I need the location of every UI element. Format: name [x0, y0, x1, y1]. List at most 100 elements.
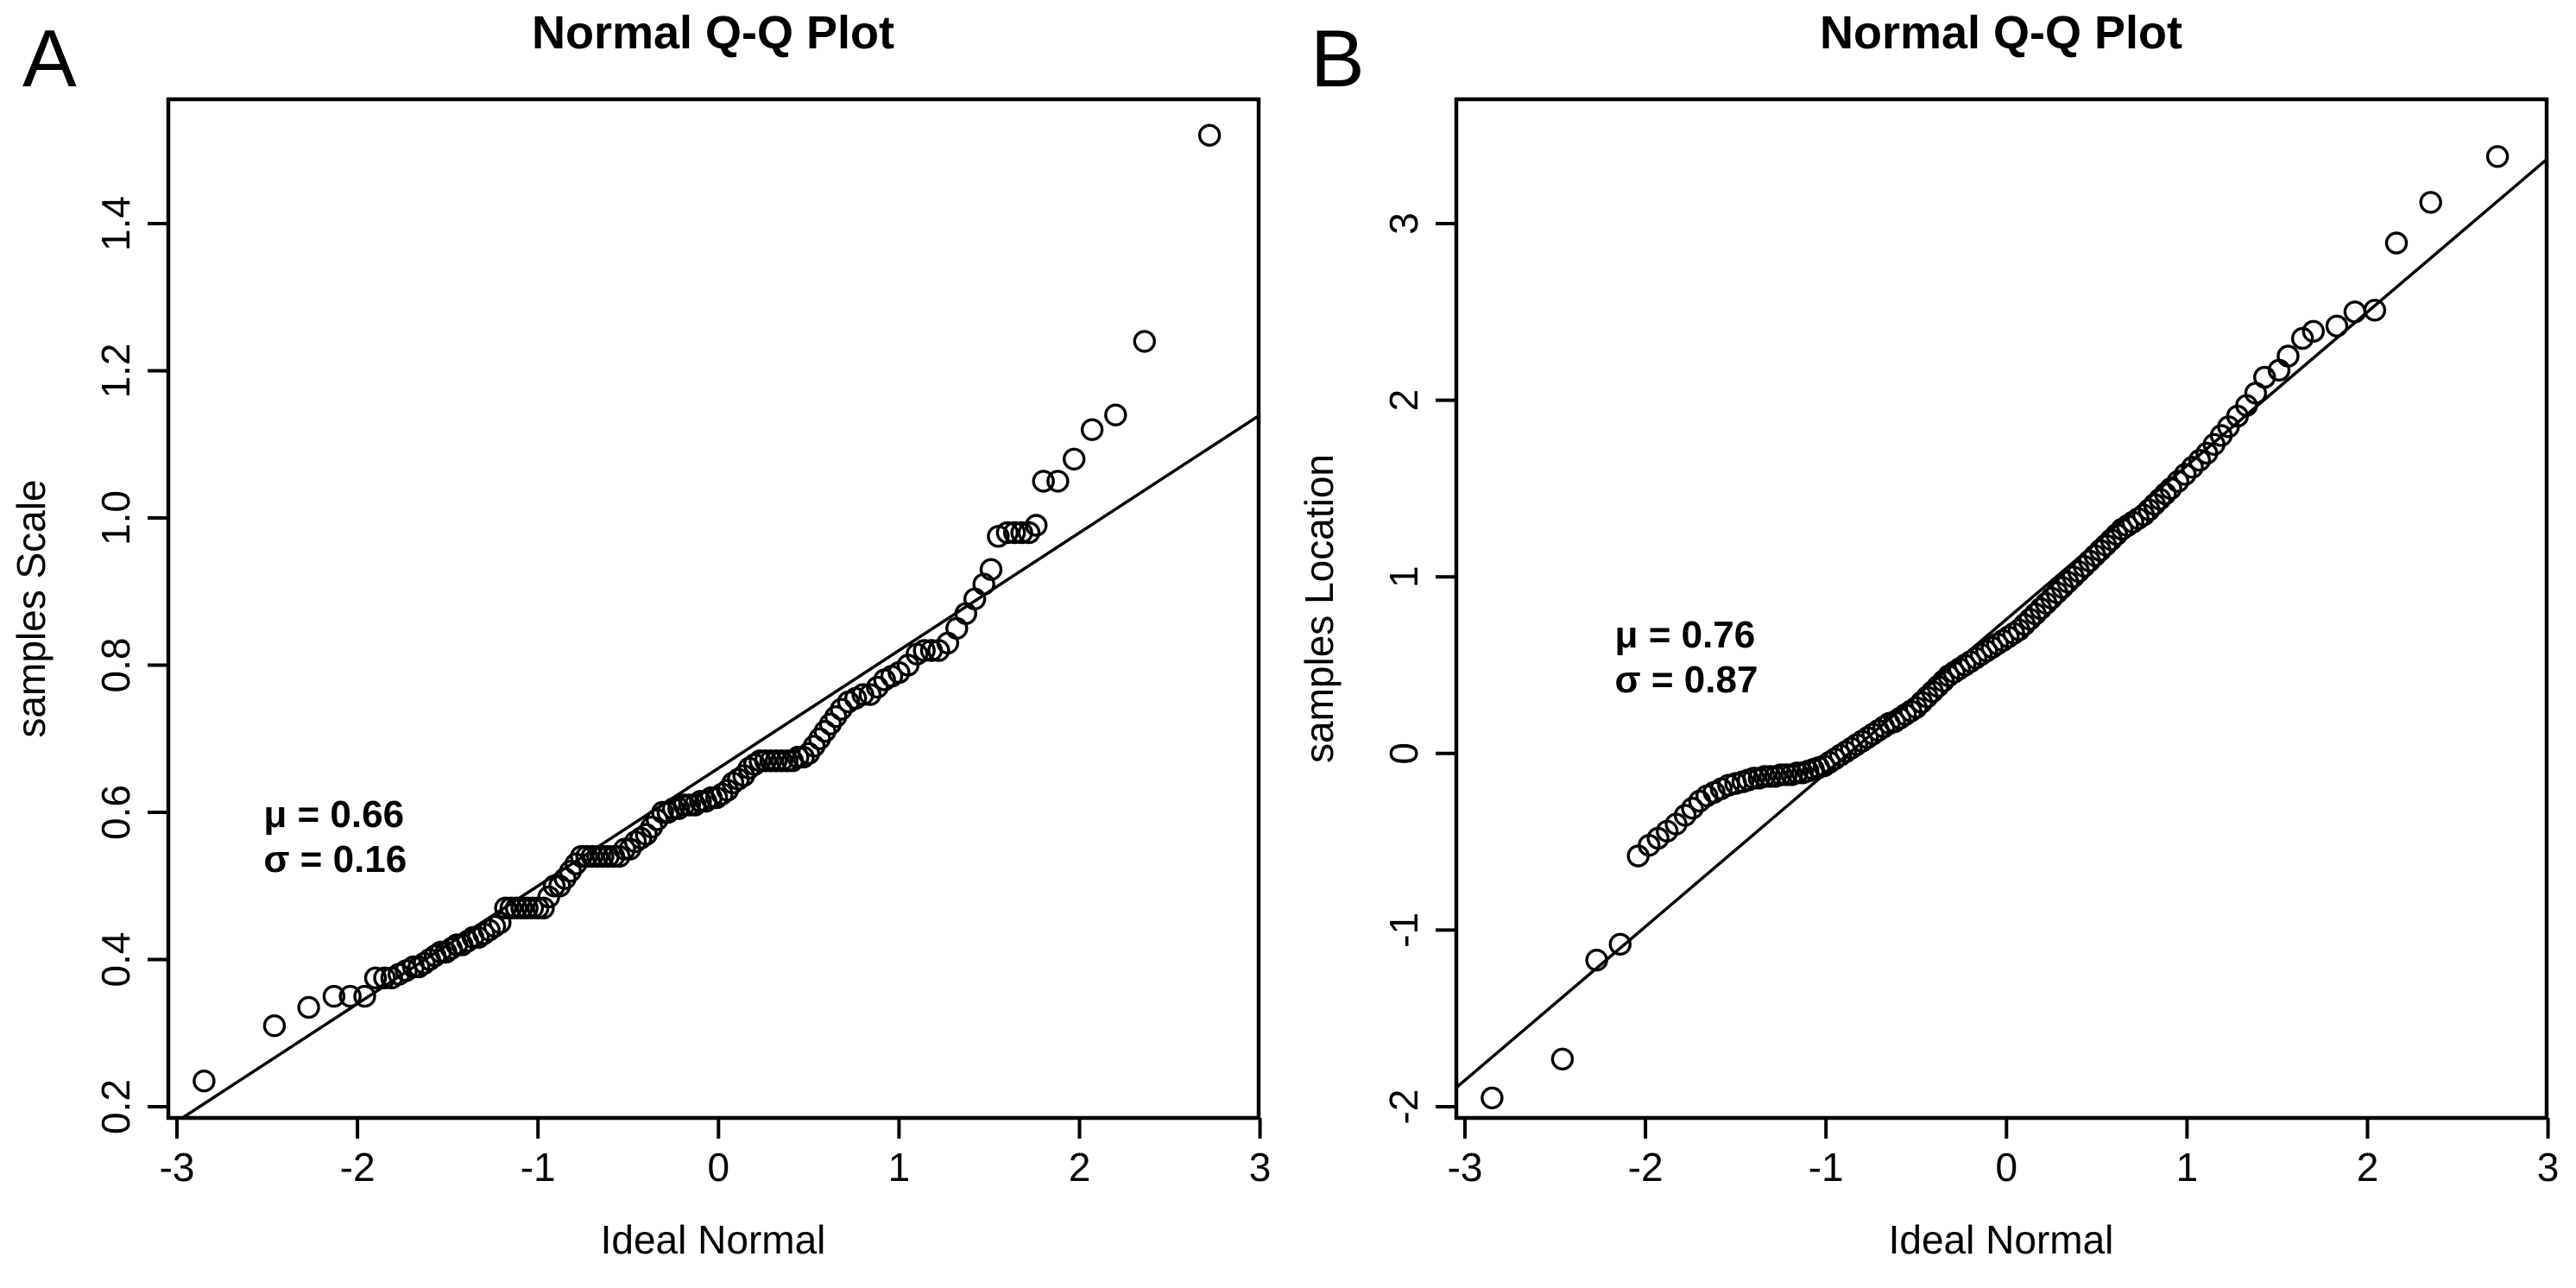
y-axis-label-a: samples Scale: [9, 479, 54, 737]
data-point: [2325, 314, 2349, 338]
x-tick-label: -3: [1448, 1145, 1483, 1190]
data-point: [1062, 447, 1086, 470]
data-point: [2154, 482, 2177, 506]
data-point: [2253, 365, 2276, 389]
y-tick-label: 3: [1381, 212, 1426, 235]
panel-a: A Normal Q-Q Plot Ideal Normal samples S…: [9, 7, 1272, 1262]
x-tick-label: -1: [521, 1145, 556, 1190]
data-point: [322, 984, 346, 1008]
data-point: [1681, 797, 1704, 820]
data-point: [2301, 319, 2326, 343]
y-tick-label: 0.2: [93, 1079, 138, 1134]
x-tick-label: 1: [2176, 1145, 2199, 1190]
data-point: [1585, 948, 1608, 972]
data-point: [1032, 470, 1055, 493]
data-point: [667, 797, 691, 820]
data-point: [963, 587, 987, 610]
data-point: [2419, 191, 2442, 214]
x-tick-label: -2: [1628, 1145, 1664, 1190]
data-points: [193, 123, 1222, 1093]
data-point: [2363, 299, 2387, 322]
data-point: [373, 966, 396, 990]
data-point: [1080, 418, 1104, 441]
x-tick-label: -3: [160, 1145, 195, 1190]
x-tick-label: 3: [2537, 1145, 2560, 1190]
qq-reference-line: [181, 414, 1260, 1120]
data-point: [2174, 463, 2197, 486]
data-point: [193, 1069, 216, 1093]
x-tick-label: 3: [1249, 1145, 1272, 1190]
data-point: [1017, 521, 1041, 545]
x-axis-label-a: Ideal Normal: [601, 1217, 826, 1262]
data-point: [483, 914, 507, 938]
data-point: [1025, 514, 1048, 537]
data-point: [742, 753, 767, 776]
data-point: [912, 639, 936, 662]
qq-plot-b: B Normal Q-Q Plot Ideal Normal samples L…: [1297, 7, 2560, 1262]
y-tick-label: 0.6: [93, 785, 138, 840]
data-point: [2159, 477, 2182, 501]
qq-plot-a: A Normal Q-Q Plot Ideal Normal samples S…: [9, 7, 1272, 1262]
data-point: [338, 984, 362, 1008]
y-tick-label: 1.0: [93, 490, 138, 546]
x-tick-label: 0: [1996, 1145, 2018, 1190]
sigma-annotation-a: σ = 0.16: [263, 838, 407, 881]
y-tick-label: 0.4: [93, 932, 138, 988]
data-point: [489, 911, 512, 935]
x-tick-label: 0: [708, 1145, 730, 1190]
data-point: [866, 675, 889, 699]
x-tick-label: 2: [1069, 1145, 1091, 1190]
y-tick-label: 1: [1381, 565, 1426, 588]
data-point: [363, 966, 388, 990]
data-point: [979, 558, 1003, 581]
x-tick-label: 1: [888, 1145, 911, 1190]
panel-b: B Normal Q-Q Plot Ideal Normal samples L…: [1288, 0, 2576, 1288]
panel-letter-a: A: [22, 13, 77, 104]
data-point: [262, 1013, 287, 1038]
x-tick-label: -2: [340, 1145, 376, 1190]
plot-title-b: Normal Q-Q Plot: [1820, 7, 2182, 59]
mu-annotation-b: μ = 0.76: [1615, 614, 1756, 656]
data-point: [1197, 123, 1222, 147]
data-point: [995, 521, 1020, 545]
data-point: [353, 984, 376, 1008]
data-point: [532, 896, 555, 920]
data-point: [1673, 804, 1697, 827]
sigma-annotation-b: σ = 0.87: [1615, 659, 1758, 701]
panel-letter-b: B: [1310, 13, 1365, 104]
data-point: [2485, 145, 2510, 168]
data-point: [1481, 1086, 1504, 1110]
x-tick-label: -1: [1809, 1145, 1844, 1190]
plot-box: [166, 97, 1261, 1121]
y-tick-label: 1.2: [93, 344, 138, 399]
data-point: [858, 683, 882, 706]
data-point: [2276, 344, 2300, 368]
y-tick-label: 0: [1381, 742, 1426, 765]
plot-box: [1454, 97, 2549, 1121]
plot-title-a: Normal Q-Q Plot: [532, 7, 894, 59]
data-point: [1002, 521, 1026, 545]
data-point: [830, 698, 853, 721]
x-axis-label-b: Ideal Normal: [1889, 1217, 2114, 1262]
data-point: [1608, 932, 1632, 957]
data-point: [945, 616, 969, 641]
y-axis-label-b: samples Location: [1297, 454, 1342, 763]
data-point: [1104, 403, 1127, 426]
y-tick-label: 1.4: [93, 196, 138, 251]
mu-annotation-a: μ = 0.66: [263, 793, 404, 836]
x-tick-label: 2: [2357, 1145, 2379, 1190]
data-point: [2181, 456, 2204, 479]
data-points: [1481, 145, 2510, 1110]
y-tick-label: 0.8: [93, 638, 138, 693]
data-point: [1133, 330, 1157, 353]
data-point: [1550, 1047, 1575, 1071]
y-tick-label: -1: [1381, 912, 1426, 948]
y-tick-label: 2: [1381, 389, 1426, 412]
data-point: [2166, 470, 2190, 493]
data-point: [2188, 449, 2212, 472]
data-point: [1046, 470, 1070, 493]
data-point: [297, 995, 320, 1020]
data-point: [2343, 300, 2367, 324]
y-tick-label: -2: [1381, 1089, 1426, 1125]
